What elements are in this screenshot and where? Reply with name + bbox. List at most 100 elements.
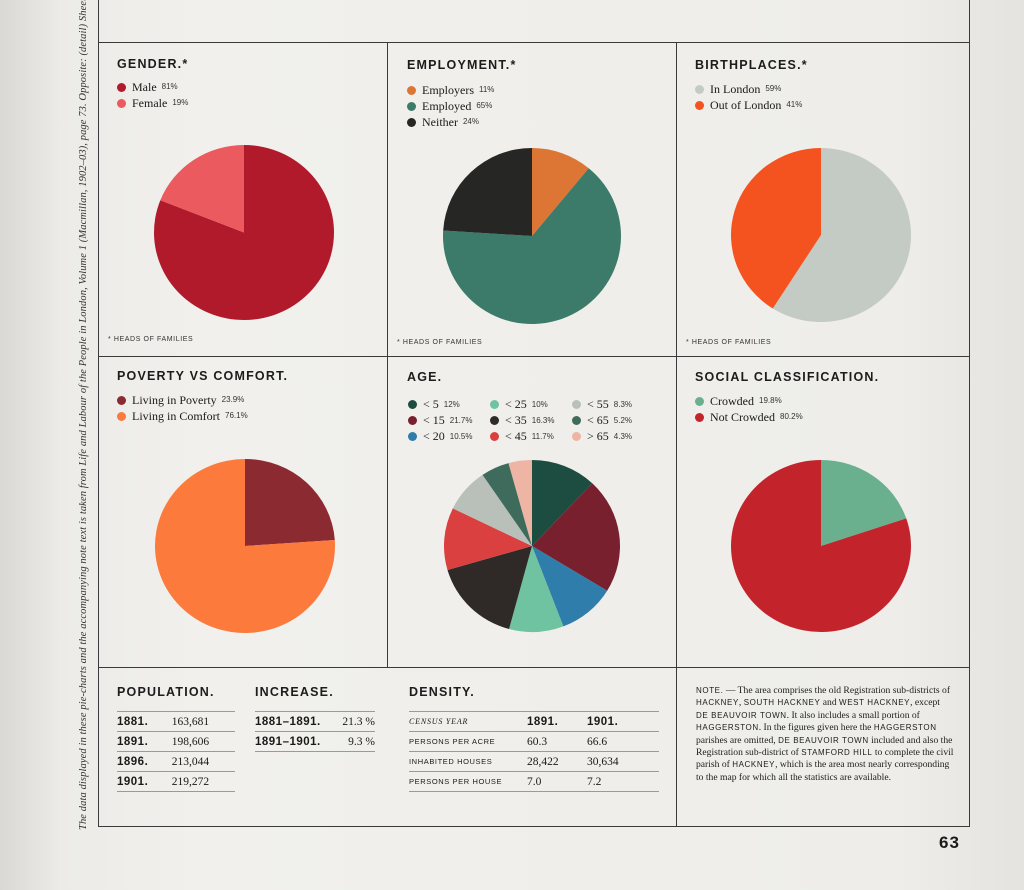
table-row: 1881. 163,681 [117,711,235,732]
increase-period: 1881–1891. [255,711,336,732]
density-row-label: INHABITED HOUSES [409,751,527,772]
legend-item: < 20 10.5% [408,428,490,444]
side-source-note: The data displayed in these pie-charts a… [78,0,89,830]
table-row: 1881–1891. 21.3 % [255,711,375,732]
age-slice-15 [532,483,620,591]
legend-swatch [572,399,581,409]
density-value: 7.0 [527,771,587,792]
legend-value: 5.2% [613,415,633,425]
legend-value: 80.2% [780,412,803,421]
legend-value: 8.3% [613,399,633,409]
social-slice-crowded [821,460,907,546]
legend-label: < 25 [505,396,527,411]
legend-label: < 20 [423,428,445,443]
legend-label: < 15 [423,412,445,427]
population-year: 1901. [117,771,168,792]
legend-item: Not Crowded 80.2% [695,409,803,425]
increase-value: 21.3 % [335,711,375,732]
legend-label: In London [710,82,761,96]
legend-swatch [572,415,581,425]
legend-swatch [117,82,126,92]
divider [387,42,388,668]
legend-label: > 65 [587,428,609,443]
legend-swatch [117,395,126,405]
legend-label: Male [132,80,157,94]
density-header-year: 1891. [527,711,587,732]
legend-item: < 45 11.7% [490,428,572,444]
note-part: to complete the civil parish of [696,747,954,771]
population-year: 1896. [117,751,168,772]
legend-item: In London 59% [695,81,802,97]
table-row: 1891. 198,606 [117,731,235,752]
density-row-label: PERSONS PER ACRE [409,731,527,752]
legend-label: < 65 [587,412,609,427]
population-value: 219,272 [167,771,235,792]
legend-label: < 45 [505,428,527,443]
table-row: PERSONS PER HOUSE 7.0 7.2 [409,771,659,792]
legend-item: Crowded 19.8% [695,393,803,409]
employment-legend: Employers 11% Employed 65% Neither 24% [407,82,494,130]
population-value: 198,606 [167,731,235,752]
table-row: CENSUS YEAR 1891. 1901. [409,711,659,732]
age-slice-20 [532,546,608,627]
age-legend: < 5 12% < 25 10% < 55 8.3% < 15 21.7% < 35 16… [408,396,654,444]
legend-label: Employed [422,99,472,113]
legend-value: 12% [443,399,460,409]
legend-item: Living in Poverty 23.9% [117,392,248,408]
note-place: WEST HACKNEY [839,698,911,708]
age-pie-chart [444,460,620,632]
age-slice-65 [508,460,532,546]
note-place: DE BEAUVOIR TOWN [696,710,787,720]
table-row: 1891–1901. 9.3 % [255,731,375,752]
legend-label: Living in Poverty [132,393,217,407]
legend-value: 16.3% [531,415,555,425]
legend-swatch [695,84,704,94]
employment-title: EMPLOYMENT.* [407,58,517,72]
density-value: 66.6 [587,731,659,752]
age-title: AGE. [407,370,443,384]
legend-value: 65% [476,101,493,110]
birthplaces-slice-in-london [772,148,911,322]
legend-item: Employed 65% [407,98,494,114]
legend-value: 24% [462,117,479,126]
legend-swatch [490,431,499,441]
legend-swatch [408,415,417,425]
population-year: 1881. [117,711,168,732]
chart-frame [98,0,970,827]
legend-swatch [695,100,704,110]
note-place: HACKNEY [696,698,739,708]
increase-table: 1881–1891. 21.3 % 1891–1901. 9.3 % [255,711,375,752]
legend-value: 41% [786,100,803,109]
employment-slice-employers [532,148,589,236]
table-row: 1896. 213,044 [117,751,235,772]
density-table: CENSUS YEAR 1891. 1901. PERSONS PER ACRE 60… [409,711,659,792]
poverty-title: POVERTY VS COMFORT. [117,369,289,383]
legend-value: 76.1% [225,411,248,420]
age-slice-45 [444,508,532,570]
legend-swatch [572,431,581,441]
legend-label: Living in Comfort [132,409,220,423]
note-part: included and also the Registration sub-d… [696,734,953,759]
birthplaces-legend: In London 59% Out of London 41% [695,81,802,113]
population-year: 1891. [117,731,168,752]
age-slice-65 [482,463,532,546]
legend-item: > 65 4.3% [572,428,654,444]
legend-swatch [407,85,416,95]
legend-item: Neither 24% [407,114,494,130]
increase-value: 9.3 % [335,731,375,752]
birthplaces-pie-chart [731,148,911,322]
legend-label: Female [132,96,168,110]
legend-swatch [490,399,499,409]
employment-pie-chart [443,148,621,324]
legend-swatch [407,117,416,127]
legend-value: 11.7% [531,431,554,441]
divider [676,42,677,826]
birthplaces-title: BIRTHPLACES.* [695,58,808,72]
legend-value: 10.5% [449,431,473,441]
legend-value: 10% [531,399,548,409]
legend-value: 59% [765,84,782,93]
density-value: 7.2 [587,771,659,792]
note-text: NOTE. — The area comprises the old Regis… [696,685,954,784]
social-title: SOCIAL CLASSIFICATION. [695,370,880,384]
